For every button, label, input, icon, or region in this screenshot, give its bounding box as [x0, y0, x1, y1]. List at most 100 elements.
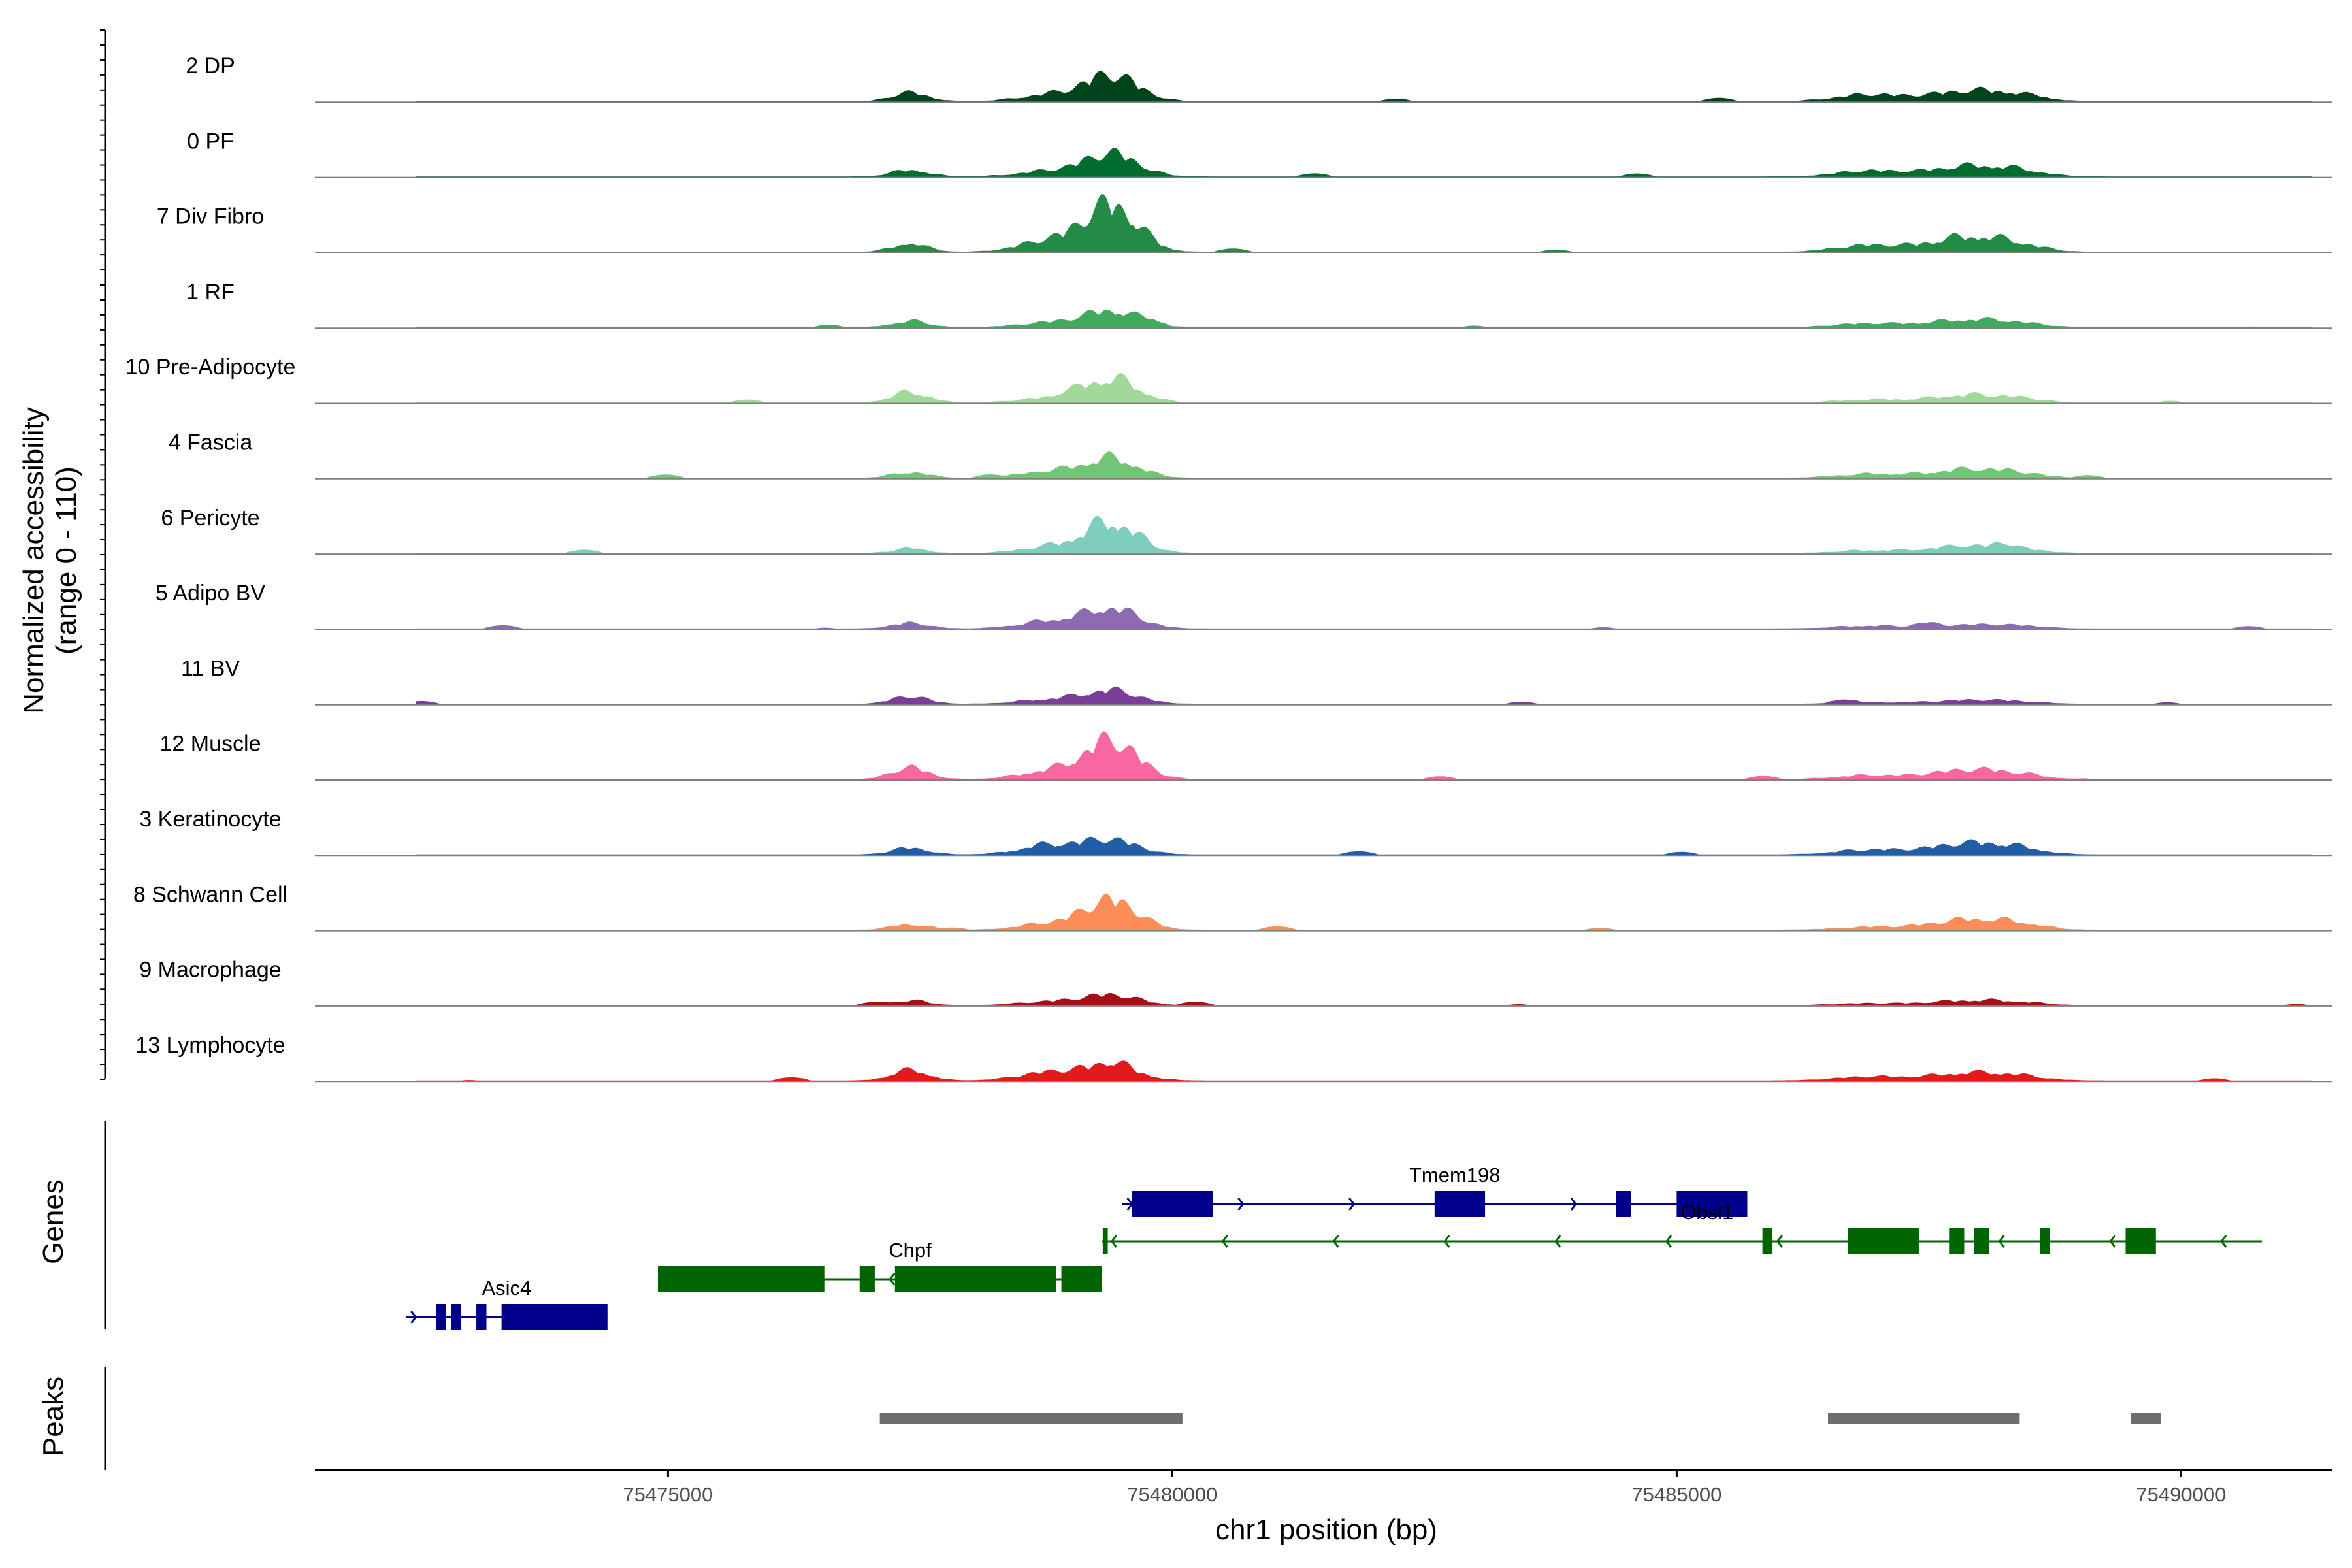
track-label: 6 Pericyte	[161, 506, 259, 531]
exon	[2125, 1228, 2156, 1254]
signal-area	[416, 373, 2313, 403]
peak-track	[104, 1367, 2161, 1470]
genes-label: Genes	[37, 1179, 69, 1264]
track-label: 7 Div Fibro	[157, 204, 264, 229]
peak-bar	[1828, 1413, 2020, 1424]
strand-arrow	[410, 1311, 417, 1324]
x-axis-title: chr1 position (bp)	[1215, 1514, 1437, 1546]
track-label: 0 PF	[187, 129, 234, 154]
track-1: 2 DP	[186, 54, 2332, 103]
track-label: 10 Pre-Adipocyte	[125, 355, 296, 380]
y-axis-title: Normalized accessibility	[18, 407, 50, 713]
track-label: 13 Lymphocyte	[135, 1033, 285, 1058]
exon	[1616, 1191, 1631, 1217]
signal-area	[416, 515, 2313, 554]
strand-arrow	[1443, 1235, 1450, 1248]
exon	[451, 1304, 461, 1330]
strand-arrow	[1221, 1235, 1228, 1248]
track-label: 1 RF	[186, 280, 235, 304]
track-14: 13 Lymphocyte	[135, 1033, 2332, 1083]
signal-area	[416, 1060, 2313, 1081]
exon	[1848, 1228, 1919, 1254]
gene-asic4: Asic4	[405, 1277, 608, 1330]
track-label: 3 Keratinocyte	[139, 807, 281, 832]
strand-arrow	[1110, 1235, 1117, 1248]
strand-arrow	[1332, 1235, 1339, 1248]
track-11: 3 Keratinocyte	[139, 807, 2332, 857]
track-label: 11 BV	[181, 656, 240, 681]
gene-label: Tmem198	[1409, 1164, 1501, 1186]
track-7: 6 Pericyte	[161, 506, 2332, 555]
strand-arrow	[1348, 1198, 1356, 1211]
exon	[894, 1266, 1056, 1292]
track-6: 4 Fascia	[169, 431, 2332, 480]
signal-area	[416, 731, 2313, 780]
signal-area	[416, 148, 2313, 178]
track-10: 12 Muscle	[160, 731, 2332, 781]
accessibility-tracks: 2 DP 0 PF 7 Div Fibro 1 RF 10 Pre-Adipocyte 4…	[100, 29, 2332, 1083]
strand-arrow	[1665, 1235, 1673, 1248]
signal-area	[416, 894, 2313, 931]
strand-arrow	[889, 1273, 896, 1286]
exon	[1676, 1191, 1748, 1217]
track-label: 9 Macrophage	[139, 958, 281, 983]
x-axis: 75475000 75480000 75485000 75490000	[315, 1469, 2332, 1506]
signal-area	[416, 71, 2313, 102]
strand-arrow	[1998, 1235, 2005, 1248]
track-12: 8 Schwann Cell	[133, 882, 2332, 932]
gene-label: Chpf	[889, 1239, 932, 1262]
gene-tmem198: Tmem198	[1122, 1164, 1748, 1217]
gene-chpf: Chpf	[657, 1239, 1102, 1292]
exon	[657, 1266, 825, 1292]
exon	[1132, 1191, 1213, 1217]
peak-bar	[879, 1413, 1183, 1424]
signal-area	[416, 193, 2313, 253]
x-tick-label: 75485000	[1631, 1483, 1722, 1506]
strand-arrow	[1776, 1235, 1783, 1248]
gene-track: Asic4 Chpf Tmem198 Obsl1	[104, 1121, 2262, 1330]
strand-arrow	[1554, 1235, 1561, 1248]
strand-arrow	[1570, 1198, 1577, 1211]
exon	[1434, 1191, 1486, 1217]
strand-arrow	[2109, 1235, 2116, 1248]
track-4: 1 RF	[186, 280, 2332, 329]
exon	[436, 1304, 446, 1330]
gene-label: Asic4	[482, 1277, 531, 1299]
exon	[501, 1304, 608, 1330]
gene-label: Obsl1	[1680, 1201, 1733, 1224]
exon	[1949, 1228, 1965, 1254]
peaks-label: Peaks	[37, 1377, 69, 1456]
exon	[476, 1304, 487, 1330]
signal-area	[416, 992, 2313, 1006]
x-tick-label: 75475000	[623, 1483, 713, 1506]
signal-area	[416, 309, 2313, 328]
track-label: 4 Fascia	[169, 431, 253, 455]
strand-arrow	[1237, 1198, 1245, 1211]
x-tick-label: 75480000	[1127, 1483, 1217, 1506]
x-tick-label: 75490000	[2136, 1483, 2226, 1506]
signal-area	[415, 686, 2313, 705]
track-8: 5 Adipo BV	[155, 581, 2332, 630]
track-label: 2 DP	[186, 54, 235, 78]
track-label: 8 Schwann Cell	[133, 882, 287, 907]
track-label: 12 Muscle	[160, 732, 261, 757]
exon	[2040, 1228, 2050, 1254]
exon	[1974, 1228, 1990, 1254]
peak-bar	[2131, 1413, 2161, 1424]
strand-arrow	[2220, 1235, 2227, 1248]
signal-area	[416, 836, 2313, 855]
track-5: 10 Pre-Adipocyte	[125, 355, 2332, 404]
track-13: 9 Macrophage	[139, 958, 2332, 1007]
track-2: 0 PF	[187, 129, 2332, 178]
track-3: 7 Div Fibro	[157, 193, 2332, 253]
y-axis-range: (range 0 - 110)	[50, 466, 82, 655]
track-9: 11 BV	[181, 656, 2332, 706]
exon	[1061, 1266, 1102, 1292]
exon	[1762, 1228, 1773, 1254]
track-label: 5 Adipo BV	[155, 581, 266, 606]
signal-area	[416, 451, 2313, 479]
gene-obsl1: Obsl1	[1102, 1201, 2262, 1254]
signal-area	[416, 607, 2313, 629]
exon	[1102, 1228, 1108, 1254]
